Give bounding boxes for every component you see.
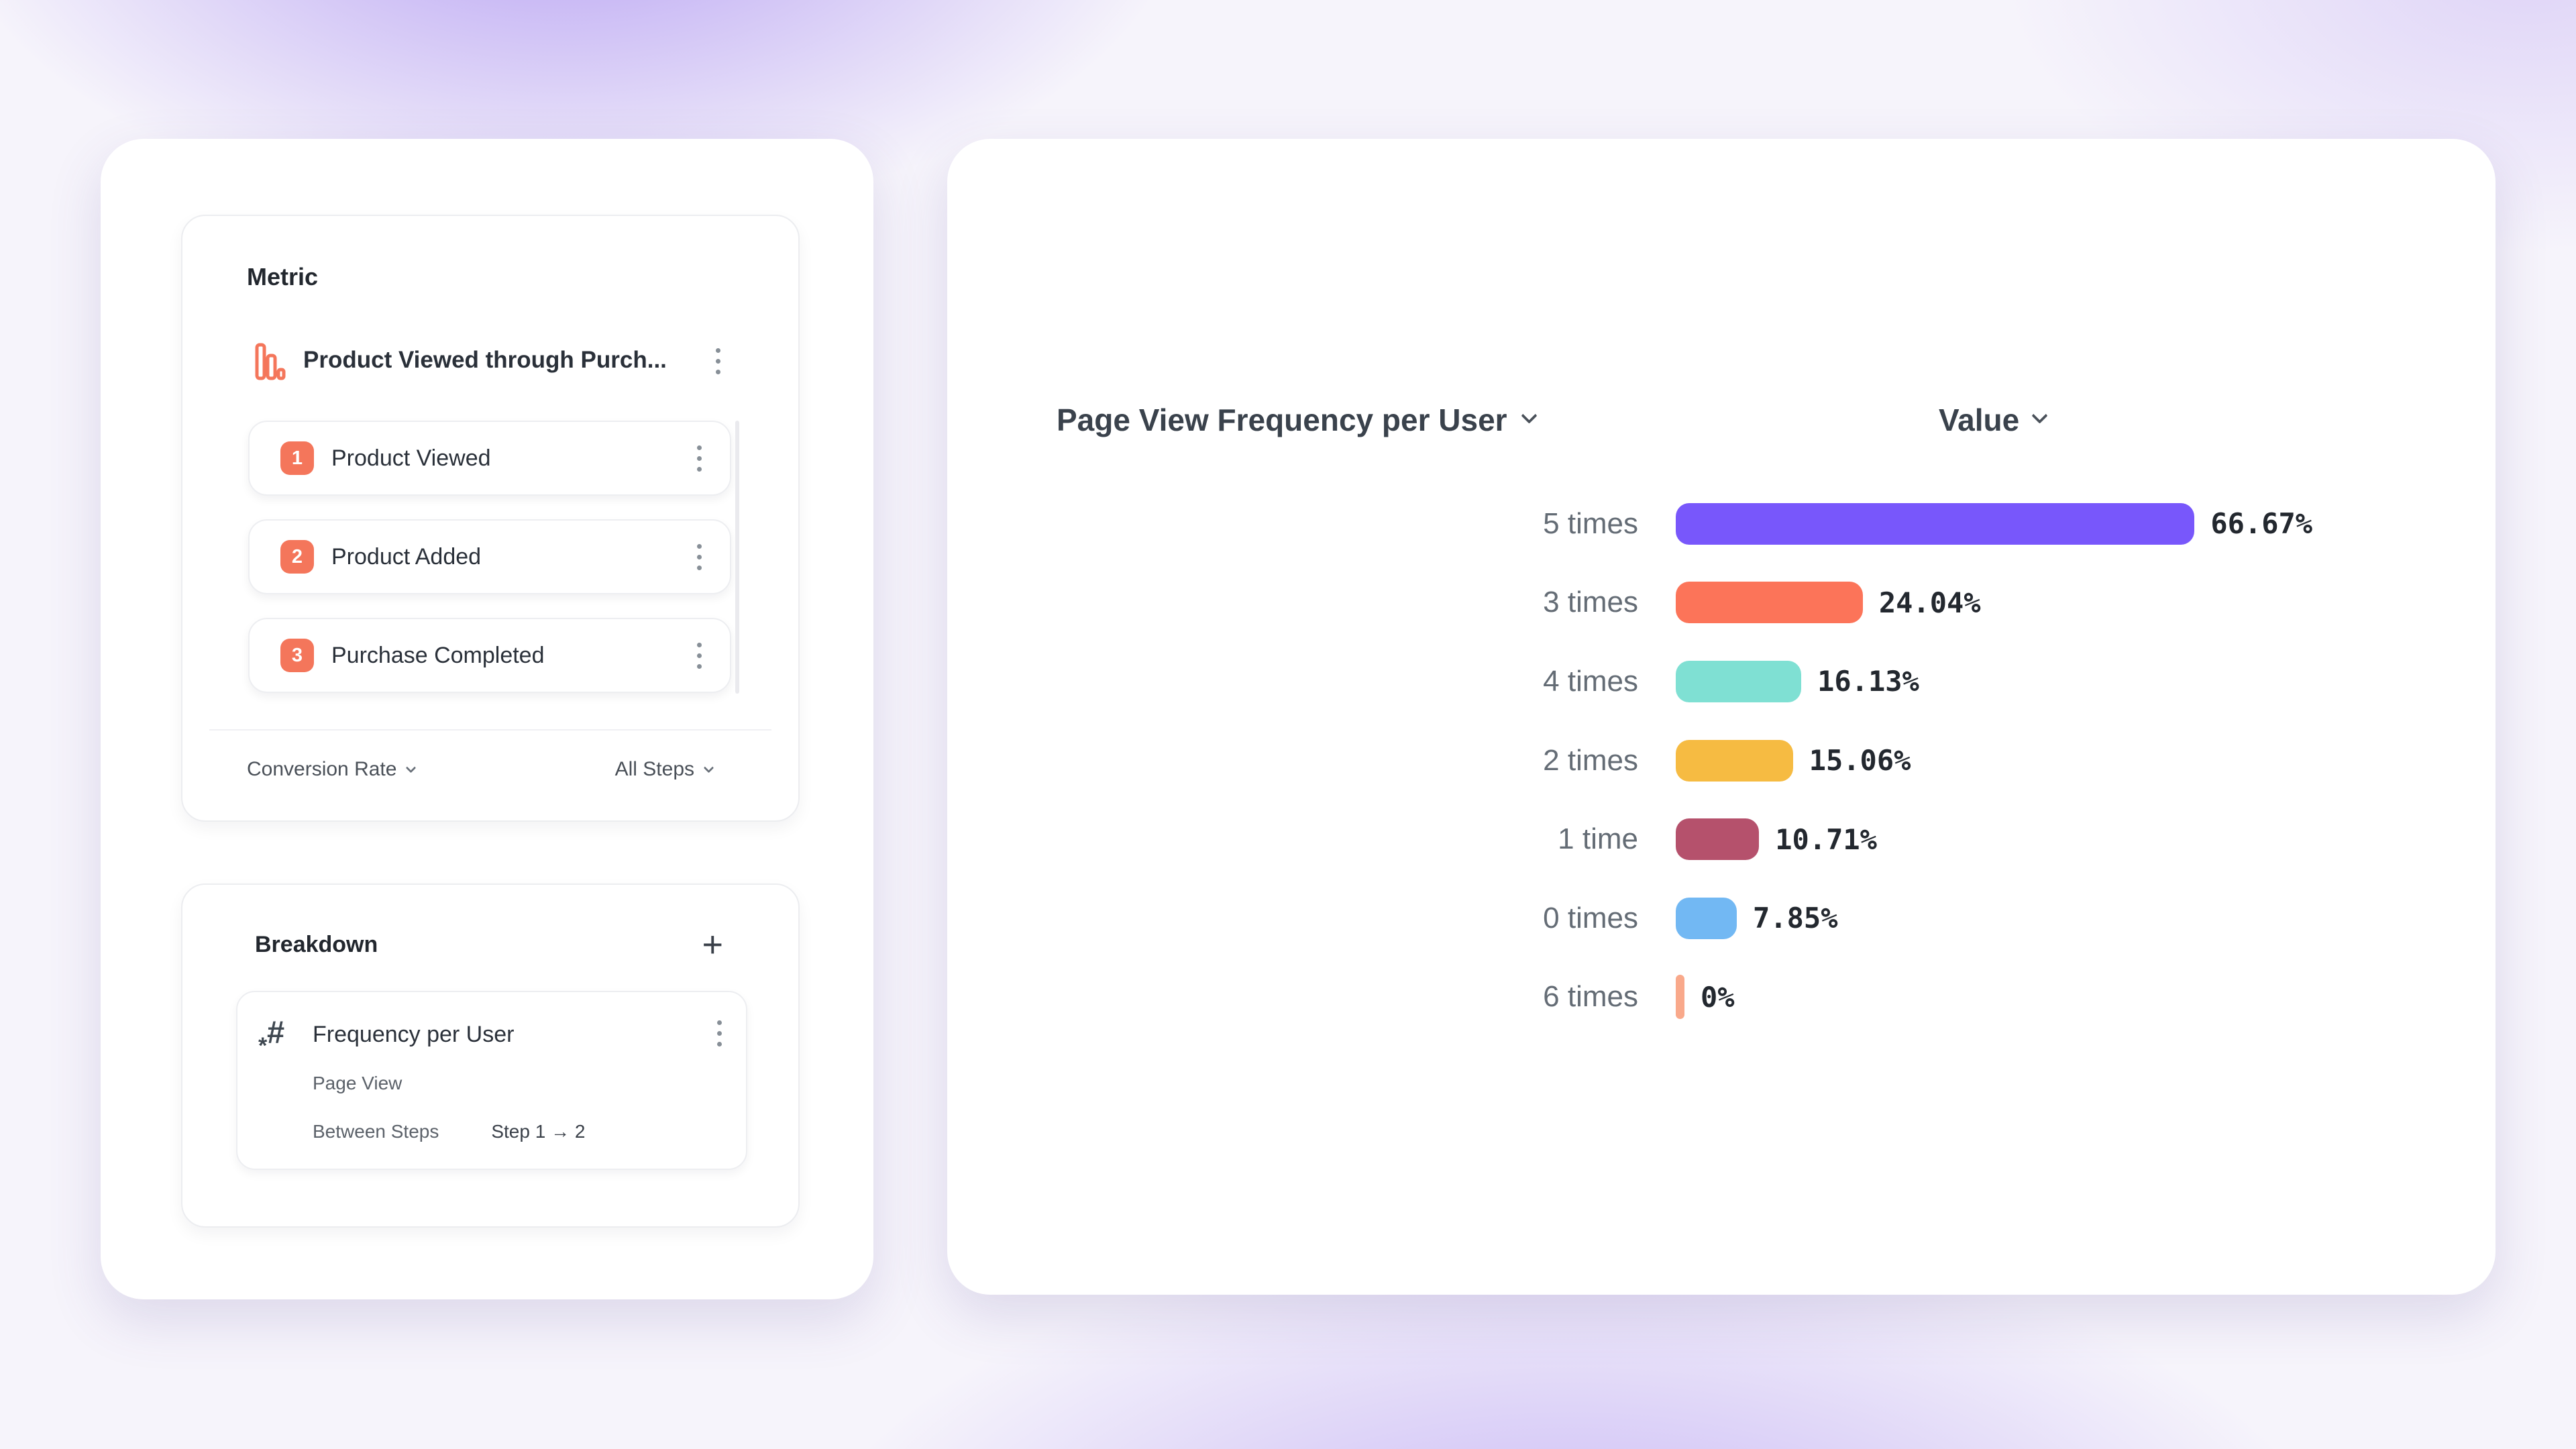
- chart-bar[interactable]: [1676, 502, 2195, 545]
- chart-bar[interactable]: [1676, 818, 1760, 861]
- breakdown-item-card[interactable]: # * Frequency per User Page View Between …: [236, 991, 747, 1170]
- value-column-dropdown[interactable]: Value: [1939, 402, 2048, 438]
- add-breakdown-button[interactable]: +: [702, 924, 723, 965]
- chart-row: 5 times 66.67%: [947, 484, 2496, 564]
- kebab-menu-icon[interactable]: [712, 344, 724, 378]
- metric-section-title: Metric: [247, 263, 319, 290]
- all-steps-dropdown[interactable]: All Steps: [614, 758, 714, 781]
- numeric-property-icon: # *: [258, 1014, 285, 1059]
- step-label: Product Added: [331, 543, 482, 570]
- step-number-badge: 2: [280, 540, 314, 574]
- chart-row: 0 times 7.85%: [947, 879, 2496, 958]
- funnel-header-row[interactable]: Product Viewed through Purch...: [182, 340, 798, 383]
- kebab-menu-icon[interactable]: [713, 1016, 726, 1051]
- conversion-rate-label: Conversion Rate: [247, 758, 397, 780]
- chart-row-label: 2 times: [1543, 743, 1638, 777]
- step-label: Purchase Completed: [331, 642, 545, 668]
- chart-row: 2 times 15.06%: [947, 721, 2496, 800]
- value-column-label: Value: [1939, 402, 2020, 437]
- step-number-badge: 1: [280, 441, 314, 475]
- chart-bar-value: 15.06%: [1809, 744, 1911, 777]
- chart-bar-value: 7.85%: [1753, 902, 1838, 935]
- chart-bar-zone: 66.67%: [1676, 502, 2313, 545]
- funnel-steps: 1 Product Viewed 2 Product Added 3 Purch…: [248, 421, 731, 716]
- breakdown-event-name: Page View: [313, 1073, 402, 1093]
- kebab-menu-icon[interactable]: [693, 441, 706, 476]
- divider: [209, 729, 771, 731]
- funnel-chart-icon: [255, 343, 286, 384]
- chart-bar-value: 10.71%: [1775, 822, 1877, 856]
- conversion-rate-dropdown[interactable]: Conversion Rate: [247, 758, 417, 781]
- chart-bar-zone: 15.06%: [1676, 739, 1911, 782]
- query-builder-panel: Metric Product Viewed through Purch... 1…: [101, 139, 873, 1299]
- chart-title: Page View Frequency per User: [1057, 402, 1507, 437]
- metric-card: Metric Product Viewed through Purch... 1…: [181, 215, 800, 822]
- breakdown-card: Breakdown + # * Frequency per User Page V…: [181, 883, 800, 1228]
- chevron-down-icon: [1521, 407, 1538, 424]
- chevron-down-icon: [406, 762, 417, 773]
- all-steps-label: All Steps: [614, 758, 694, 780]
- chart-row-label: 5 times: [1543, 506, 1638, 540]
- chart-rows: 5 times 66.67% 3 times 24.04% 4 times 16…: [947, 484, 2496, 1036]
- chart-row-label: 1 time: [1558, 822, 1638, 856]
- kebab-menu-icon[interactable]: [693, 540, 706, 574]
- chart-row: 4 times 16.13%: [947, 642, 2496, 721]
- step-range-value: Step 1 → 2: [491, 1121, 586, 1142]
- chart-row: 6 times 0%: [947, 958, 2496, 1037]
- chart-row-label: 6 times: [1543, 980, 1638, 1014]
- chart-panel: Page View Frequency per User Value 5 tim…: [947, 139, 2496, 1295]
- breakdown-item-title: Frequency per User: [313, 1022, 515, 1047]
- chart-row-label: 3 times: [1543, 586, 1638, 619]
- chart-bar-value: 24.04%: [1878, 586, 1981, 619]
- chart-row: 1 time 10.71%: [947, 800, 2496, 879]
- chart-bar-zone: 10.71%: [1676, 818, 1877, 861]
- chevron-down-icon: [703, 762, 714, 773]
- chart-bar-zone: 7.85%: [1676, 897, 1838, 939]
- chart-bar-zone: 24.04%: [1676, 582, 1981, 624]
- chart-bar-zone: 16.13%: [1676, 660, 1919, 702]
- chart-bar-value: 0%: [1701, 980, 1735, 1014]
- steps-scrollbar[interactable]: [735, 421, 739, 694]
- between-steps-label: Between Steps: [313, 1121, 439, 1142]
- funnel-step-card[interactable]: 2 Product Added: [248, 519, 731, 594]
- chart-title-dropdown[interactable]: Page View Frequency per User: [1057, 402, 1538, 438]
- funnel-name: Product Viewed through Purch...: [303, 347, 667, 373]
- chart-bar[interactable]: [1676, 897, 1737, 939]
- kebab-menu-icon[interactable]: [693, 639, 706, 673]
- chart-bar-value: 16.13%: [1817, 665, 1919, 698]
- chart-bar-zone: 0%: [1676, 975, 1735, 1020]
- chevron-down-icon: [2031, 407, 2048, 424]
- chart-bar[interactable]: [1676, 739, 1793, 782]
- funnel-step-card[interactable]: 3 Purchase Completed: [248, 618, 731, 693]
- chart-bar[interactable]: [1676, 660, 1802, 702]
- funnel-step-card[interactable]: 1 Product Viewed: [248, 421, 731, 496]
- breakdown-section-title: Breakdown: [255, 932, 378, 957]
- step-label: Product Viewed: [331, 445, 491, 471]
- breakdown-scope-row: Between Steps Step 1 → 2: [313, 1121, 585, 1142]
- chart-row-label: 0 times: [1543, 901, 1638, 934]
- chart-bar-value: 66.67%: [2210, 507, 2313, 541]
- chart-bar[interactable]: [1676, 582, 1863, 624]
- chart-bar[interactable]: [1676, 975, 1684, 1020]
- metric-footer: Conversion Rate All Steps: [182, 746, 798, 793]
- chart-row-label: 4 times: [1543, 664, 1638, 698]
- step-number-badge: 3: [280, 639, 314, 672]
- chart-row: 3 times 24.04%: [947, 564, 2496, 643]
